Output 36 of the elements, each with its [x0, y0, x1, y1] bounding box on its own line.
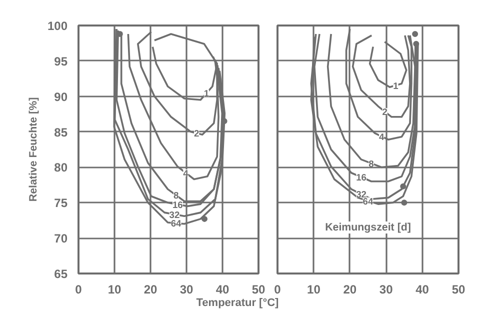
y-tick-label: 80 [54, 160, 68, 175]
x-tick-label: 10 [307, 282, 321, 296]
x-tick-label: 50 [252, 282, 266, 296]
series-label: 64 [170, 218, 182, 229]
series-label: 4 [378, 132, 385, 142]
x-tick-label: 50 [452, 282, 466, 296]
series-label: 64 [362, 196, 374, 206]
series-label: 1 [204, 88, 210, 99]
x-axis-title: Temperatur [°C] [196, 296, 279, 311]
x-tick-label: 40 [216, 282, 230, 296]
series-label: 32 [169, 210, 180, 220]
series-label: 2 [194, 128, 200, 139]
x-tick-label: 0 [274, 282, 282, 296]
y-axis-title: Relative Feuchte [%] [27, 97, 40, 202]
y-tick-label: 100 [47, 19, 68, 33]
x-tick-label: 20 [144, 282, 158, 296]
series-label: 8 [368, 158, 374, 169]
x-tick-label: 20 [343, 282, 357, 296]
series-label: 1 [393, 80, 398, 91]
y-tick-label: 65 [54, 267, 68, 281]
x-tick-label: 30 [379, 282, 394, 296]
y-tick-label: 95 [54, 54, 68, 68]
series-label: 16 [172, 200, 183, 210]
series-label: 16 [356, 172, 367, 183]
legend-title: Keimungszeit [d] [325, 222, 411, 234]
series-label: 2 [382, 107, 388, 118]
x-tick-label: 40 [416, 282, 430, 296]
x-tick-label: 30 [180, 282, 194, 296]
series-label: 8 [173, 190, 179, 201]
y-tick-label: 90 [54, 90, 68, 104]
y-tick-label: 85 [54, 125, 68, 140]
series-label: 4 [183, 168, 190, 178]
x-tick-label: 0 [75, 282, 82, 296]
y-tick-label: 75 [54, 196, 68, 210]
x-tick-label: 10 [108, 282, 122, 296]
y-tick-label: 70 [54, 232, 68, 246]
